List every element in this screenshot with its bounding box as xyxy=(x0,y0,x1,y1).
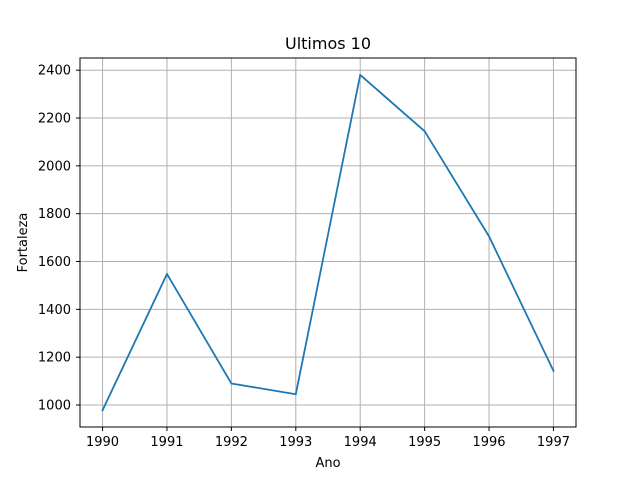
y-tick-label: 1000 xyxy=(38,398,71,413)
grid xyxy=(80,58,576,427)
x-axis-label: Ano xyxy=(315,456,340,471)
y-tick-label: 1400 xyxy=(38,303,71,318)
y-tick-label: 1600 xyxy=(38,255,71,270)
series-layer xyxy=(101,74,555,412)
data-point xyxy=(488,235,490,238)
data-point xyxy=(294,393,297,396)
y-tick-label: 1200 xyxy=(38,351,71,366)
data-point xyxy=(166,273,168,275)
y-tick-label: 2400 xyxy=(38,64,71,79)
x-tick-label: 1991 xyxy=(150,435,183,450)
data-point xyxy=(101,409,104,412)
x-tick-label: 1995 xyxy=(408,435,441,450)
data-point xyxy=(423,130,426,133)
x-tick-label: 1996 xyxy=(472,435,505,450)
data-point xyxy=(230,382,233,385)
y-tick-label: 2000 xyxy=(38,159,71,174)
x-tick-label: 1992 xyxy=(215,435,248,450)
plot-frame xyxy=(79,57,577,428)
data-point xyxy=(552,369,555,372)
ticks: 1990 1991 1992 1993 1994 1995 1996 1997 1000 1200… xyxy=(38,64,570,450)
x-tick-label: 1990 xyxy=(86,435,119,450)
y-tick-label: 2200 xyxy=(38,112,71,127)
series-line xyxy=(101,74,555,412)
x-tick-label: 1993 xyxy=(279,435,312,450)
data-point xyxy=(359,74,362,76)
y-axis-label: Fortaleza xyxy=(16,213,31,273)
y-tick-label: 1800 xyxy=(38,207,71,222)
x-tick-label: 1997 xyxy=(537,435,570,450)
chart-title: Ultimos 10 xyxy=(285,34,371,53)
x-tick-label: 1994 xyxy=(344,435,377,450)
